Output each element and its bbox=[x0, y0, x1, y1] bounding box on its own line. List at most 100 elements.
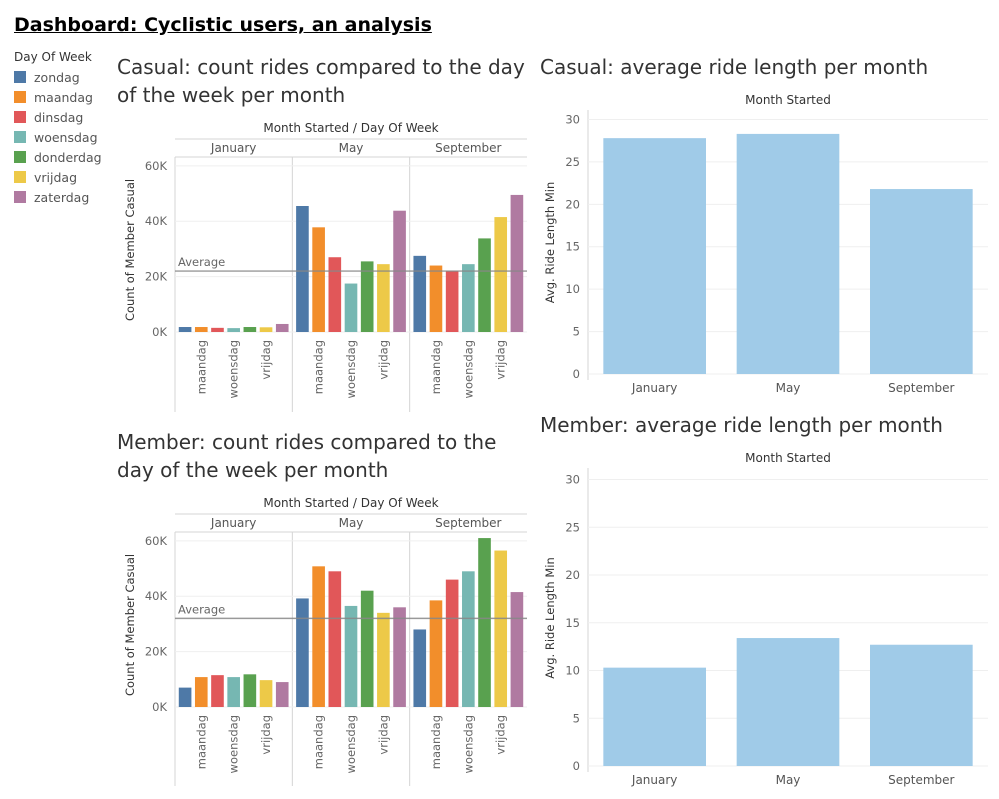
bar-may-donderdag[interactable] bbox=[360, 261, 374, 332]
bar-january-dinsdag[interactable] bbox=[211, 327, 224, 332]
category-label-may-vrijdag: vrijdag bbox=[376, 715, 390, 755]
bar-member_avg-may[interactable] bbox=[736, 638, 840, 766]
category-label-september-vrijdag: vrijdag bbox=[494, 340, 508, 380]
bar-september-maandag[interactable] bbox=[429, 265, 443, 332]
category-label-may-vrijdag: vrijdag bbox=[376, 340, 390, 380]
bar-may-maandag[interactable] bbox=[312, 227, 325, 332]
dashboard-title: Dashboard: Cyclistic users, an analysis bbox=[14, 14, 432, 36]
legend-swatch-zondag bbox=[14, 71, 26, 83]
casual_avg-y-axis-label: Avg. Ride Length Min bbox=[543, 182, 557, 304]
bar-september-zondag[interactable] bbox=[413, 255, 427, 332]
member_avg-y-axis-label: Avg. Ride Length Min bbox=[543, 557, 557, 679]
group-label-september: September bbox=[435, 141, 501, 155]
bar-january-maandag[interactable] bbox=[194, 327, 208, 332]
bar-may-zaterdag[interactable] bbox=[393, 607, 406, 707]
group-label-january: January bbox=[210, 516, 257, 530]
category-label-may-maandag: maandag bbox=[312, 715, 326, 769]
bar-september-dinsdag[interactable] bbox=[445, 271, 459, 332]
bar-may-zondag[interactable] bbox=[296, 206, 309, 332]
bar-january-vrijdag[interactable] bbox=[259, 680, 273, 707]
member_count-y-axis-label: Count of Member Casual bbox=[123, 554, 137, 696]
bar-casual_avg-may[interactable] bbox=[736, 133, 840, 374]
legend-label-vrijdag: vrijdag bbox=[34, 169, 78, 185]
bar-september-vrijdag[interactable] bbox=[494, 550, 508, 707]
legend-item-zaterdag[interactable]: zaterdag bbox=[14, 187, 114, 207]
legend-swatch-woensdag bbox=[14, 131, 26, 143]
category-label-may-woensdag: woensdag bbox=[344, 715, 358, 773]
bar-may-zondag[interactable] bbox=[296, 598, 309, 707]
bar-september-zondag[interactable] bbox=[413, 629, 427, 707]
casual_count-average-label: Average bbox=[178, 255, 225, 269]
legend-label-zaterdag: zaterdag bbox=[34, 189, 90, 205]
casual_count-y-tick-label: 40K bbox=[145, 214, 168, 228]
bar-september-zaterdag[interactable] bbox=[510, 194, 524, 332]
category-label-september-woensdag: woensdag bbox=[461, 715, 475, 773]
bar-member_avg-january[interactable] bbox=[603, 667, 706, 766]
legend-title: Day Of Week bbox=[14, 50, 92, 64]
bar-september-zaterdag[interactable] bbox=[510, 592, 524, 707]
legend-item-maandag[interactable]: maandag bbox=[14, 87, 114, 107]
legend-item-donderdag[interactable]: donderdag bbox=[14, 147, 114, 167]
bar-january-maandag[interactable] bbox=[194, 677, 208, 707]
bar-january-zaterdag[interactable] bbox=[275, 323, 289, 332]
bar-september-dinsdag[interactable] bbox=[445, 579, 459, 707]
bar-may-vrijdag[interactable] bbox=[377, 612, 390, 707]
bar-member_avg-september[interactable] bbox=[870, 644, 973, 766]
bar-january-donderdag[interactable] bbox=[243, 327, 257, 332]
legend-item-vrijdag[interactable]: vrijdag bbox=[14, 167, 114, 187]
member_count-header: Month Started / Day Of Week bbox=[263, 496, 438, 510]
casual_count-y-tick-label: 20K bbox=[145, 270, 168, 284]
legend-item-zondag[interactable]: zondag bbox=[14, 67, 114, 87]
casual_avg-y-tick-label: 15 bbox=[565, 240, 580, 254]
bar-january-zondag[interactable] bbox=[178, 687, 192, 707]
category-label-january-maandag: maandag bbox=[194, 340, 208, 394]
casual-avg-title: Casual: average ride length per month bbox=[540, 55, 929, 79]
bar-may-dinsdag[interactable] bbox=[328, 571, 342, 707]
legend-swatch-vrijdag bbox=[14, 171, 26, 183]
casual_count-y-tick-label: 0K bbox=[152, 325, 167, 339]
legend-label-zondag: zondag bbox=[34, 69, 80, 85]
bar-may-dinsdag[interactable] bbox=[328, 257, 342, 332]
legend-swatch-maandag bbox=[14, 91, 26, 103]
bar-may-vrijdag[interactable] bbox=[377, 264, 390, 332]
casual-count-title: Casual: count rides compared to the day … bbox=[117, 55, 525, 107]
bar-september-maandag[interactable] bbox=[429, 600, 443, 707]
category-label-casual_avg-may: May bbox=[776, 381, 801, 395]
member_avg-plot: Month Started 0 5 10 15 20 25 30 Avg. Ride Lengt… bbox=[543, 451, 988, 787]
member_avg-y-tick-label: 30 bbox=[565, 473, 580, 487]
legend-item-woensdag[interactable]: woensdag bbox=[14, 127, 114, 147]
casual_avg-plot: Month Started 0 5 10 15 20 25 30 Avg. Ride Lengt… bbox=[543, 93, 988, 395]
member_avg-header: Month Started bbox=[745, 451, 831, 465]
bar-may-woensdag[interactable] bbox=[344, 605, 358, 707]
casual_avg-y-tick-label: 20 bbox=[565, 197, 580, 211]
bar-january-donderdag[interactable] bbox=[243, 674, 257, 707]
casual_avg-y-tick-label: 10 bbox=[565, 282, 580, 296]
bar-casual_avg-september[interactable] bbox=[870, 189, 973, 374]
bar-casual_avg-january[interactable] bbox=[603, 138, 706, 374]
bar-january-zaterdag[interactable] bbox=[275, 682, 289, 707]
bar-may-maandag[interactable] bbox=[312, 566, 325, 707]
category-label-member_avg-january: January bbox=[631, 773, 678, 787]
bar-september-woensdag[interactable] bbox=[462, 571, 475, 707]
bar-january-woensdag[interactable] bbox=[227, 328, 240, 332]
bar-january-zondag[interactable] bbox=[178, 327, 192, 332]
bar-january-vrijdag[interactable] bbox=[259, 327, 273, 332]
bar-may-donderdag[interactable] bbox=[360, 590, 374, 707]
category-label-casual_avg-september: September bbox=[888, 381, 954, 395]
member_avg-y-tick-label: 25 bbox=[565, 520, 580, 534]
group-label-may: May bbox=[339, 141, 364, 155]
bar-september-vrijdag[interactable] bbox=[494, 217, 508, 332]
legend-label-dinsdag: dinsdag bbox=[34, 109, 84, 125]
bar-september-woensdag[interactable] bbox=[462, 264, 475, 332]
bar-january-dinsdag[interactable] bbox=[211, 675, 224, 707]
bar-september-donderdag[interactable] bbox=[478, 238, 491, 332]
member-count-title: Member: count rides compared to the day … bbox=[117, 430, 497, 482]
bar-september-donderdag[interactable] bbox=[478, 538, 491, 707]
bar-may-woensdag[interactable] bbox=[344, 283, 358, 332]
member-avg-title: Member: average ride length per month bbox=[540, 413, 943, 437]
category-label-january-vrijdag: vrijdag bbox=[259, 715, 273, 755]
bar-january-woensdag[interactable] bbox=[227, 677, 240, 707]
casual_avg-y-tick-label: 0 bbox=[573, 367, 580, 381]
legend-item-dinsdag[interactable]: dinsdag bbox=[14, 107, 114, 127]
casual_avg-y-tick-label: 25 bbox=[565, 155, 580, 169]
